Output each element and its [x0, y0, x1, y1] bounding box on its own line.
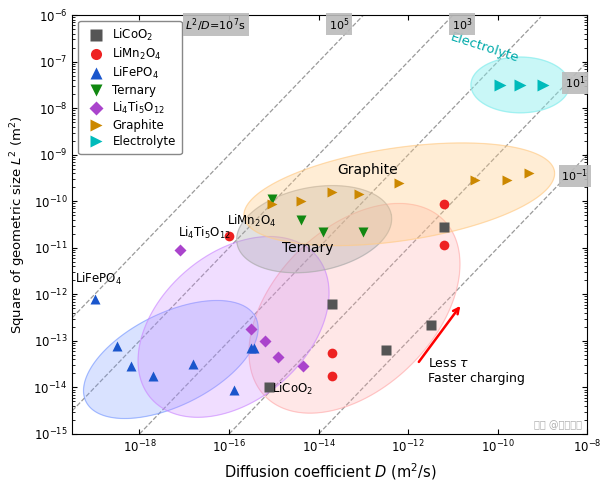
- Text: Less $\tau$
Faster charging: Less $\tau$ Faster charging: [428, 357, 525, 385]
- Text: 10$^5$: 10$^5$: [329, 16, 349, 33]
- Polygon shape: [244, 143, 554, 245]
- Text: LiMn$_2$O$_4$: LiMn$_2$O$_4$: [227, 213, 276, 229]
- X-axis label: Diffusion coefficient $D$ (m$^2$/s): Diffusion coefficient $D$ (m$^2$/s): [224, 461, 436, 482]
- Text: 10$^3$: 10$^3$: [452, 16, 472, 33]
- Polygon shape: [249, 203, 460, 413]
- Text: 10$^1$: 10$^1$: [565, 74, 585, 91]
- Text: Li$_4$Ti$_5$O$_{12}$: Li$_4$Ti$_5$O$_{12}$: [178, 225, 230, 241]
- Text: LiCoO$_2$: LiCoO$_2$: [271, 380, 313, 396]
- Polygon shape: [84, 300, 258, 418]
- Text: Electrolyte: Electrolyte: [448, 31, 520, 65]
- Polygon shape: [237, 186, 392, 273]
- Polygon shape: [138, 237, 329, 417]
- Y-axis label: Square of geometric size $L^2$ (m$^2$): Square of geometric size $L^2$ (m$^2$): [9, 115, 28, 334]
- Text: $L^2/D$=10$^7$s: $L^2/D$=10$^7$s: [185, 16, 246, 34]
- Text: 10$^{-1}$: 10$^{-1}$: [561, 168, 588, 184]
- Text: LiFePO$_4$: LiFePO$_4$: [74, 271, 121, 287]
- Legend: LiCoO$_2$, LiMn$_2$O$_4$, LiFePO$_4$, Ternary, Li$_4$Ti$_5$O$_{12}$, Graphite, E: LiCoO$_2$, LiMn$_2$O$_4$, LiFePO$_4$, Te…: [78, 21, 182, 154]
- Polygon shape: [471, 57, 570, 113]
- Text: 头条 @能源学人: 头条 @能源学人: [534, 420, 582, 430]
- Text: Ternary: Ternary: [282, 241, 333, 255]
- Text: Graphite: Graphite: [337, 163, 398, 177]
